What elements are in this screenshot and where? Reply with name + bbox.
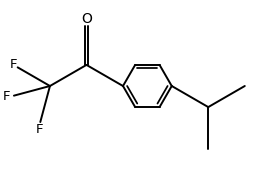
- Text: F: F: [3, 90, 10, 103]
- Text: F: F: [35, 123, 43, 136]
- Text: F: F: [10, 58, 17, 71]
- Text: O: O: [81, 12, 92, 26]
